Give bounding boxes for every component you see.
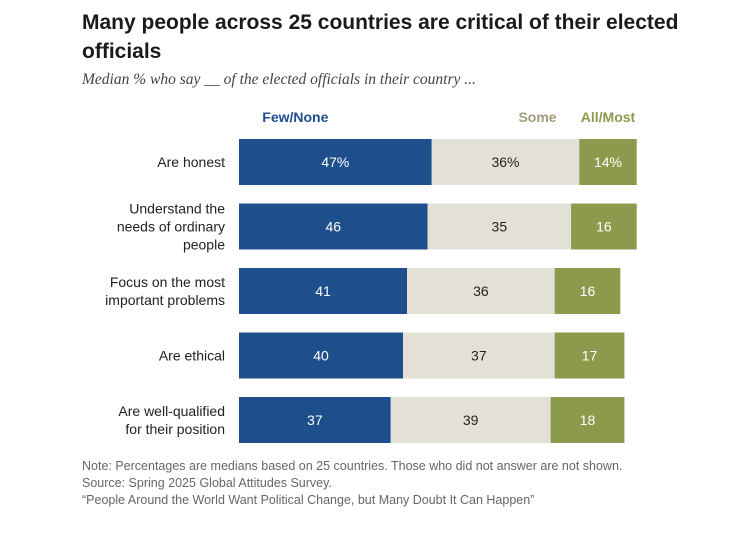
source-text: Source: Spring 2025 Global Attitudes Sur…: [82, 476, 332, 490]
bar-all-most: [554, 268, 621, 314]
stacked-bar-chart: Few/None Some All/Most Are honest 47% 36% 14% U…: [105, 109, 637, 443]
data-label: 17: [582, 348, 598, 364]
category-label: Are honest: [157, 154, 225, 170]
bar-all-most: [554, 332, 625, 379]
data-label: 18: [580, 412, 596, 428]
bar-some: [431, 139, 580, 185]
bar-all-most: [571, 203, 637, 250]
chart-title: Many people across 25 countries are crit…: [82, 11, 679, 63]
bar-few-none: [239, 397, 391, 443]
category-label: Understand the needs of ordinary people: [117, 201, 225, 253]
category-label: Are well-qualified for their position: [118, 403, 225, 437]
data-label: 16: [596, 219, 612, 235]
data-label: 37: [307, 412, 323, 428]
data-label: 14%: [594, 154, 622, 170]
data-label: 39: [463, 412, 479, 428]
bar-some: [407, 268, 555, 314]
data-label: 16: [580, 283, 596, 299]
bar-some: [403, 332, 555, 379]
data-label: 35: [492, 219, 508, 235]
category-label: Are ethical: [159, 348, 225, 364]
category-label: Focus on the most important problems: [105, 274, 225, 308]
bar-few-none: [239, 268, 408, 314]
data-label: 46: [326, 219, 342, 235]
data-label: 36%: [491, 154, 519, 170]
data-label: 41: [315, 283, 331, 299]
legend-item-some: Some: [518, 109, 556, 125]
data-label: 40: [313, 348, 329, 364]
bar-all-most: [579, 139, 637, 185]
bar-few-none: [239, 139, 432, 185]
bar-few-none: [239, 332, 403, 379]
bar-all-most: [550, 397, 625, 443]
legend-item-all-most: All/Most: [581, 109, 636, 125]
note-text: Note: Percentages are medians based on 2…: [82, 459, 623, 473]
chart-note: Note: Percentages are medians based on 2…: [82, 458, 682, 509]
bar-some: [390, 397, 551, 443]
data-label: 37: [471, 348, 487, 364]
report-title: “People Around the World Want Political …: [82, 493, 535, 507]
data-label: 47%: [321, 154, 349, 170]
bar-few-none: [239, 203, 428, 250]
chart-subtitle: Median % who say __ of the elected offic…: [82, 71, 476, 88]
bar-some: [427, 203, 572, 250]
data-label: 36: [473, 283, 489, 299]
legend-item-few-none: Few/None: [262, 109, 328, 125]
